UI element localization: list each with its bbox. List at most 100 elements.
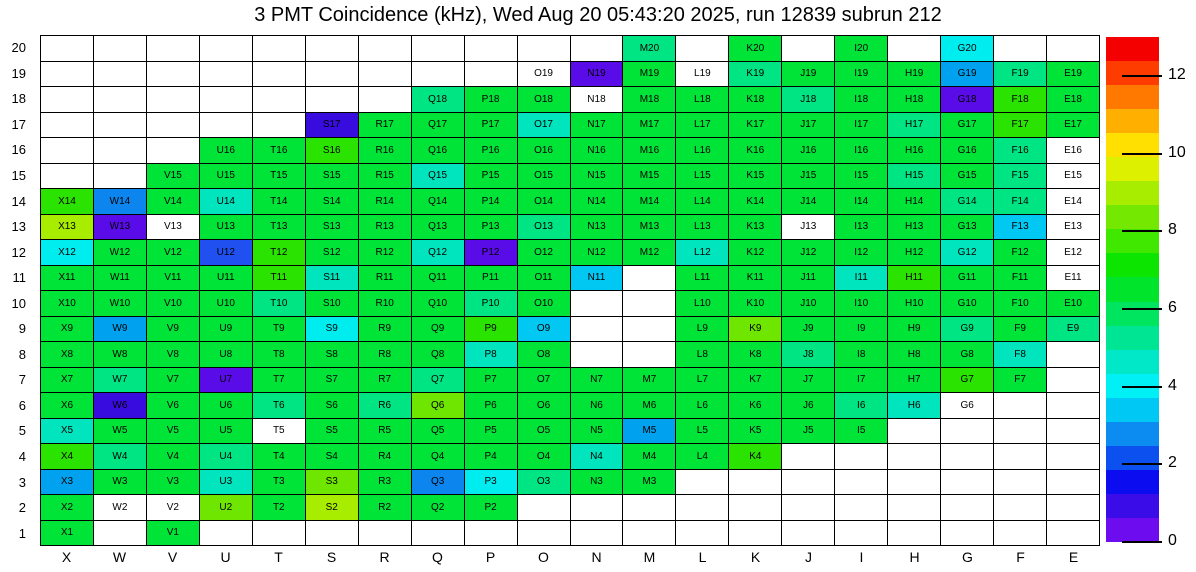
heatmap-cell: O13 — [517, 214, 570, 239]
heatmap-cell: N18 — [570, 87, 623, 112]
y-axis-tick-label: 4 — [18, 449, 26, 465]
heatmap-cell: R7 — [358, 367, 411, 392]
heatmap-cell: I19 — [835, 61, 888, 86]
heatmap-cell — [623, 520, 676, 545]
y-axis-tick-label: 8 — [18, 346, 26, 362]
colorbar-tick — [1122, 385, 1162, 388]
heatmap-cell — [782, 36, 835, 61]
heatmap-cell: O3 — [517, 469, 570, 494]
heatmap-cell — [623, 495, 676, 520]
heatmap-cell: H10 — [888, 291, 941, 316]
x-axis-tick-label: F — [1016, 549, 1025, 565]
heatmap-cell: H17 — [888, 112, 941, 137]
heatmap-cell: G11 — [941, 265, 994, 290]
colorbar-band — [1106, 445, 1159, 470]
heatmap-cell: O18 — [517, 87, 570, 112]
heatmap-cell — [1047, 418, 1099, 443]
heatmap-cell: E12 — [1047, 240, 1099, 265]
heatmap-cell — [1047, 444, 1099, 469]
heatmap-cell — [252, 520, 305, 545]
heatmap-cell: K6 — [729, 393, 782, 418]
y-axis-tick-label: 7 — [18, 372, 26, 388]
colorbar-band — [1106, 421, 1159, 446]
x-axis-tick-label: L — [698, 549, 707, 565]
heatmap-cell — [623, 342, 676, 367]
heatmap-cell: K17 — [729, 112, 782, 137]
colorbar-band — [1106, 205, 1159, 230]
heatmap-cell — [888, 469, 941, 494]
heatmap-cell: R5 — [358, 418, 411, 443]
heatmap-cell: F14 — [994, 189, 1047, 214]
heatmap-cell: N7 — [570, 367, 623, 392]
heatmap-cell — [41, 112, 93, 137]
heatmap-cell: W8 — [93, 342, 146, 367]
heatmap-cell — [41, 61, 93, 86]
heatmap-cell: T13 — [252, 214, 305, 239]
heatmap-cell: X11 — [41, 265, 93, 290]
heatmap-cell — [623, 316, 676, 341]
heatmap-cell: Q11 — [411, 265, 464, 290]
y-axis-tick-label: 5 — [18, 423, 26, 439]
heatmap-cell: G20 — [941, 36, 994, 61]
heatmap-cell: M13 — [623, 214, 676, 239]
colorbar-tick — [1122, 230, 1162, 233]
colorbar-tick-label: 0 — [1168, 532, 1177, 549]
heatmap-cell — [252, 87, 305, 112]
heatmap-cell: R6 — [358, 393, 411, 418]
colorbar-band — [1106, 277, 1159, 302]
heatmap-cell: N17 — [570, 112, 623, 137]
heatmap-cell — [888, 520, 941, 545]
heatmap-cell: F18 — [994, 87, 1047, 112]
heatmap-cell: U13 — [199, 214, 252, 239]
heatmap-cell: S13 — [305, 214, 358, 239]
heatmap-cell: J18 — [782, 87, 835, 112]
heatmap-cell: E17 — [1047, 112, 1099, 137]
heatmap-cell: Q15 — [411, 163, 464, 188]
heatmap-cell: U5 — [199, 418, 252, 443]
heatmap-cell: G9 — [941, 316, 994, 341]
colorbar-band — [1106, 109, 1159, 134]
heatmap-cell — [305, 61, 358, 86]
heatmap-cell — [1047, 367, 1099, 392]
heatmap-cell: V10 — [146, 291, 199, 316]
heatmap-cell: V7 — [146, 367, 199, 392]
heatmap-cell: K12 — [729, 240, 782, 265]
x-axis-tick-label: T — [274, 549, 283, 565]
heatmap-cell — [93, 87, 146, 112]
heatmap-cell: N13 — [570, 214, 623, 239]
heatmap-cell: W14 — [93, 189, 146, 214]
heatmap-cell: T11 — [252, 265, 305, 290]
heatmap-cell: W13 — [93, 214, 146, 239]
heatmap-cell — [252, 112, 305, 137]
heatmap-cell: E19 — [1047, 61, 1099, 86]
heatmap-cell: O5 — [517, 418, 570, 443]
heatmap-cell: T3 — [252, 469, 305, 494]
y-axis-tick-label: 3 — [18, 474, 26, 490]
heatmap-cell: T9 — [252, 316, 305, 341]
colorbar-band — [1106, 469, 1159, 494]
heatmap-cell — [199, 61, 252, 86]
heatmap-cell — [93, 61, 146, 86]
heatmap-cell: O15 — [517, 163, 570, 188]
heatmap-cell: K14 — [729, 189, 782, 214]
colorbar-tick-label: 4 — [1168, 376, 1177, 394]
heatmap-cell: V1 — [146, 520, 199, 545]
heatmap-cell: I11 — [835, 265, 888, 290]
heatmap-cell — [888, 418, 941, 443]
heatmap-cell: K19 — [729, 61, 782, 86]
heatmap-cell: U3 — [199, 469, 252, 494]
heatmap-grid: M20 K20 I20 G20 O19 N19 M19 L19 K19 J19 I19 H19 G19 F… — [40, 35, 1100, 546]
heatmap-cell: O10 — [517, 291, 570, 316]
heatmap-cell: M12 — [623, 240, 676, 265]
heatmap-cell: W10 — [93, 291, 146, 316]
heatmap-cell: J7 — [782, 367, 835, 392]
colorbar-tick-label: 6 — [1168, 298, 1177, 316]
heatmap-cell: J17 — [782, 112, 835, 137]
y-axis-tick-label: 12 — [11, 244, 26, 260]
heatmap-cell: U14 — [199, 189, 252, 214]
heatmap-cell: Q18 — [411, 87, 464, 112]
heatmap-cell: U15 — [199, 163, 252, 188]
colorbar-tick — [1122, 74, 1162, 77]
heatmap-cell: L9 — [676, 316, 729, 341]
heatmap-cell: L4 — [676, 444, 729, 469]
